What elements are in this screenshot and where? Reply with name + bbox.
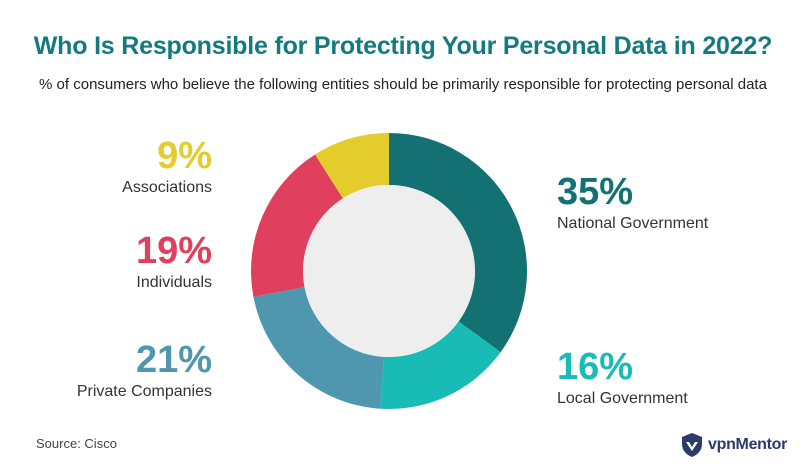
category-label-national-government: National Government (557, 215, 709, 232)
label-national-government: 35% National Government (557, 172, 708, 234)
label-individuals: 19% Individuals (40, 231, 212, 293)
label-associations: 9% Associations (40, 136, 212, 198)
category-label-local-government: Local Government (557, 390, 688, 407)
value-label-individuals: 19% (135, 230, 212, 272)
label-local-government: 16% Local Government (557, 347, 688, 409)
brand-logo[interactable]: vpnMentor (681, 432, 787, 458)
chart-title: Who Is Responsible for Protecting Your P… (33, 32, 773, 60)
slice-national-government (389, 133, 528, 353)
slice-private-companies (253, 287, 384, 409)
category-label-associations: Associations (122, 179, 212, 196)
value-label-associations: 9% (157, 135, 212, 177)
value-label-local-government: 16% (557, 346, 634, 388)
slice-individuals (251, 154, 343, 297)
source-note: Source: Cisco (36, 436, 117, 451)
slice-local-government (380, 321, 501, 409)
value-label-national-government: 35% (557, 171, 634, 213)
category-label-individuals: Individuals (136, 274, 212, 291)
chart-subtitle: % of consumers who believe the following… (39, 76, 767, 93)
category-label-private-companies: Private Companies (76, 383, 212, 400)
donut-hole (303, 185, 475, 357)
label-private-companies: 21% Private Companies (40, 340, 212, 402)
slice-associations (315, 133, 389, 199)
value-label-private-companies: 21% (135, 339, 212, 381)
brand-name: vpnMentor (708, 436, 788, 453)
shield-logo-icon (682, 433, 702, 457)
